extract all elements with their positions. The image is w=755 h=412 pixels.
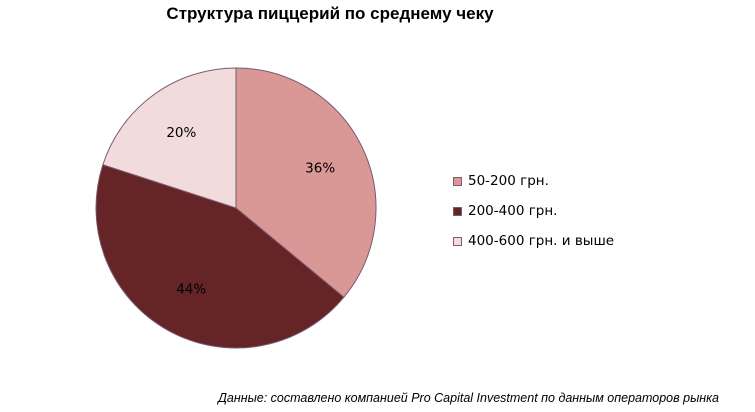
pie-slice-1 <box>235 67 377 298</box>
legend-swatch-2 <box>453 206 462 216</box>
legend-item-1: 50-200 грн. <box>453 166 614 196</box>
data-label-1: 36% <box>305 160 335 176</box>
data-label-3: 20% <box>166 125 196 141</box>
legend-label-2: 200-400 грн. <box>468 203 558 219</box>
legend-item-2: 200-400 грн. <box>453 196 614 226</box>
legend-swatch-1 <box>453 176 462 186</box>
legend: 50-200 грн. 200-400 грн. 400-600 грн. и вы… <box>453 166 614 256</box>
legend-label-1: 50-200 грн. <box>468 173 549 189</box>
chart-title: Структура пиццерий по среднему чеку <box>166 4 494 23</box>
pie-slices <box>95 67 377 349</box>
pie-data-labels: 36% 44% 20% <box>166 125 335 298</box>
legend-item-3: 400-600 грн. и выше <box>453 226 614 256</box>
source-note: Данные: составлено компанией Pro Capital… <box>218 391 719 405</box>
pie-slice-2 <box>95 164 345 349</box>
pie-slice-3 <box>102 67 237 209</box>
data-label-2: 44% <box>176 281 206 297</box>
legend-label-3: 400-600 грн. и выше <box>468 233 615 249</box>
legend-swatch-3 <box>453 236 462 246</box>
